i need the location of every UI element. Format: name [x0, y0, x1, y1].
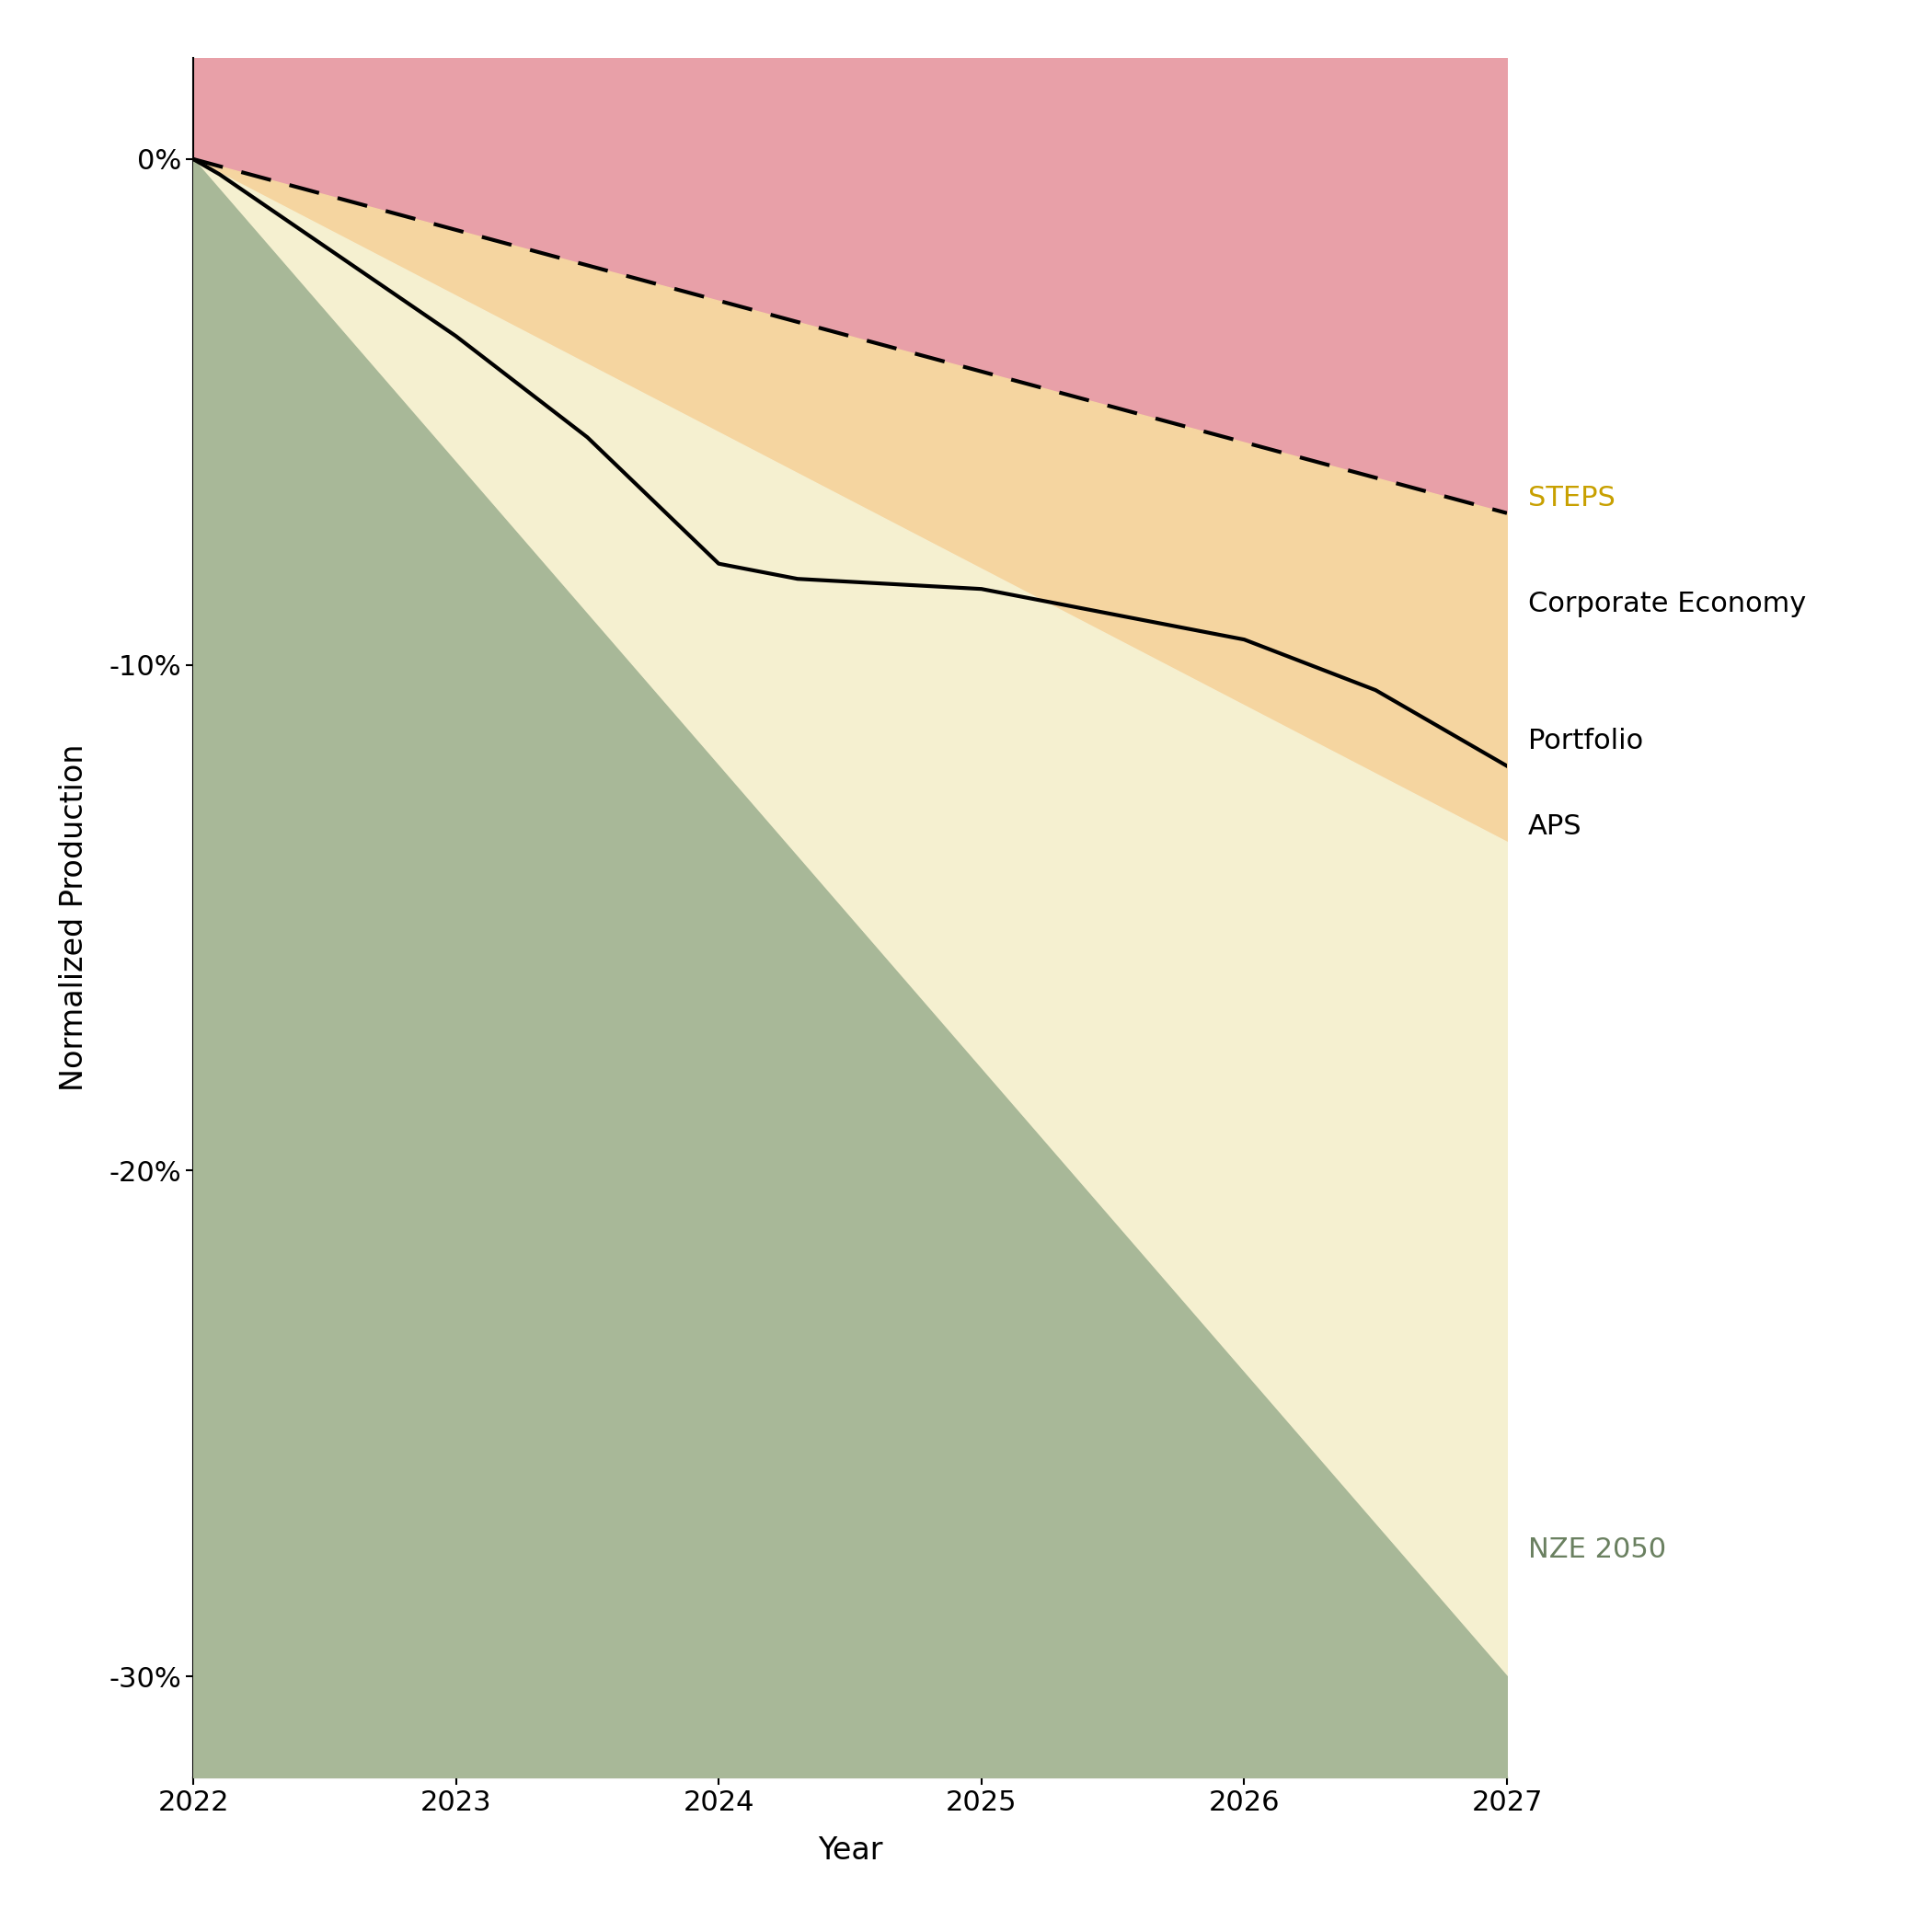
- Text: Corporate Economy: Corporate Economy: [1528, 591, 1806, 618]
- Text: STEPS: STEPS: [1528, 485, 1615, 512]
- Text: Portfolio: Portfolio: [1528, 726, 1642, 753]
- Text: NZE 2050: NZE 2050: [1528, 1536, 1665, 1563]
- X-axis label: Year: Year: [817, 1835, 883, 1866]
- Text: APS: APS: [1528, 813, 1582, 840]
- Y-axis label: Normalized Production: Normalized Production: [60, 744, 89, 1092]
